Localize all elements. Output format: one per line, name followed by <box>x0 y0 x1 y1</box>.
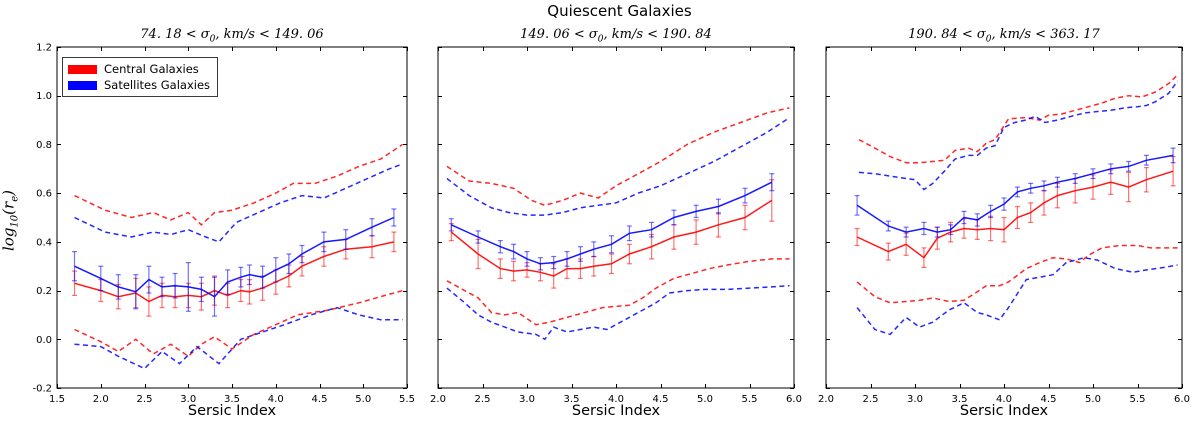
panel-3-central-lower-envelope <box>856 244 1178 304</box>
panel-3-xtick-label: 3.0 <box>907 394 923 405</box>
yaxis-label: log10(re) <box>0 190 21 251</box>
panel-1-central-upper-envelope <box>74 143 404 226</box>
panel-2-plot-area <box>437 46 795 389</box>
panel-3-xtick-label: 5.5 <box>1130 394 1146 405</box>
legend-label-satellites: Satellites Galaxies <box>104 78 211 92</box>
panel-2-xtick-label: 4.5 <box>653 394 669 405</box>
panel-3-central-median-errorbars <box>854 156 1176 268</box>
legend-label-central: Central Galaxies <box>104 62 199 76</box>
panel-1-satellites-lower-envelope <box>74 306 403 370</box>
panel-2-xtick-label: 5.0 <box>697 394 713 405</box>
panel-3: 2.0 2.5 3.0 3.5 4.0 4.5 5.0 5.5 6.0 <box>818 46 1190 405</box>
panel-3-satellites-lower-envelope <box>856 256 1178 336</box>
legend-swatch-satellites-icon <box>68 80 97 90</box>
yaxis-tick-label: 1.2 <box>36 43 52 54</box>
panel-1-xtick-label: 5.0 <box>355 394 371 405</box>
panel-3-xtick-label: 6.0 <box>1174 394 1190 405</box>
panel-2-central-lower-envelope <box>446 258 790 326</box>
panel-3-satellites-median <box>856 154 1174 233</box>
panel-3-satellites-upper-envelope <box>858 80 1179 191</box>
panel-1-title: 74. 18 < σ0, km/s < 149. 06 <box>140 27 324 45</box>
panel-1-xaxis-label: Sersic Index <box>187 403 277 419</box>
panel-1-xtick-label: 1.5 <box>49 394 65 405</box>
panel-1-ticks <box>57 47 408 389</box>
panel-3-satellites-median-errorbars <box>854 147 1176 238</box>
legend-item-central: Central Galaxies <box>68 62 212 76</box>
panel-3-central-upper-envelope <box>858 74 1179 164</box>
panel-1-xtick-label: 5.5 <box>399 394 415 405</box>
panel-3-xtick-label: 4.5 <box>1041 394 1057 405</box>
legend-swatch-central-icon <box>68 64 97 74</box>
legend: Central Galaxies Satellites Galaxies <box>62 57 218 97</box>
panel-3-xtick-label: 2.5 <box>863 394 879 405</box>
panel-1-central-lower-envelope <box>74 289 403 358</box>
panel-3-central-median <box>856 170 1174 259</box>
panel-3-ticks <box>826 47 1183 389</box>
panel-2-satellites-lower-envelope <box>446 284 790 341</box>
panel-2-ticks <box>438 47 795 389</box>
panel-2-xtick-label: 3.0 <box>519 394 535 405</box>
panel-3-title: 190. 84 < σ0, km/s < 363. 17 <box>908 27 1100 45</box>
panel-1: 1.5 2.0 2.5 3.0 3.5 4.0 4.5 5.0 5.5 -0.2 0.0 0.2 0.4… <box>32 43 414 406</box>
yaxis-tick-label: -0.2 <box>32 384 52 395</box>
panel-2-central-median-errorbars <box>448 179 775 289</box>
panel-2-xtick-label: 2.0 <box>430 394 446 405</box>
figure-title: Quiescent Galaxies <box>547 2 692 20</box>
panel-2-xaxis-label: Sersic Index <box>571 403 661 419</box>
panel-2-central-median <box>450 199 773 277</box>
panel-2-xtick-label: 5.5 <box>742 394 758 405</box>
panel-3-xtick-label: 3.5 <box>952 394 968 405</box>
panel-2-xtick-label: 3.5 <box>564 394 580 405</box>
panel-1-xtick-label: 3.5 <box>224 394 240 405</box>
panel-1-plot-area <box>56 46 408 389</box>
yaxis-tick-label: 1.0 <box>36 91 52 102</box>
panel-3-xtick-label: 2.0 <box>818 394 834 405</box>
panel-2-satellites-upper-envelope <box>446 116 790 216</box>
panel-1-central-median <box>74 241 395 303</box>
panel-2-title: 149. 06 < σ0, km/s < 190. 84 <box>520 27 712 45</box>
panel-1-satellites-upper-envelope <box>74 163 403 243</box>
panel-1-xtick-label: 4.0 <box>268 394 284 405</box>
panel-2-xtick-label: 2.5 <box>475 394 491 405</box>
yaxis-tick-label: 0.6 <box>36 189 52 200</box>
panel-2: 2.0 2.5 3.0 3.5 4.0 4.5 5.0 5.5 6.0 <box>430 46 802 405</box>
panel-2-satellites-median <box>450 181 773 265</box>
panel-2-xtick-label: 6.0 <box>786 394 802 405</box>
yaxis-tick-label: 0.0 <box>36 335 52 346</box>
panel-3-xaxis-label: Sersic Index <box>959 403 1049 419</box>
panel-1-xtick-label: 2.0 <box>93 394 109 405</box>
panel-2-central-upper-envelope <box>446 107 790 207</box>
panel-1-xtick-label: 3.0 <box>180 394 196 405</box>
yaxis-tick-label: 0.2 <box>36 286 52 297</box>
yaxis-tick-label: 0.4 <box>36 237 52 248</box>
panel-1-xtick-label: 2.5 <box>137 394 153 405</box>
panel-3-xtick-label: 5.0 <box>1085 394 1101 405</box>
panel-1-xtick-label: 4.5 <box>312 394 328 405</box>
legend-item-satellites: Satellites Galaxies <box>68 78 212 92</box>
panel-2-xtick-label: 4.0 <box>608 394 624 405</box>
panel-1-satellites-median <box>74 216 395 298</box>
yaxis-tick-label: 0.8 <box>36 140 52 151</box>
panel-3-xtick-label: 4.0 <box>996 394 1012 405</box>
